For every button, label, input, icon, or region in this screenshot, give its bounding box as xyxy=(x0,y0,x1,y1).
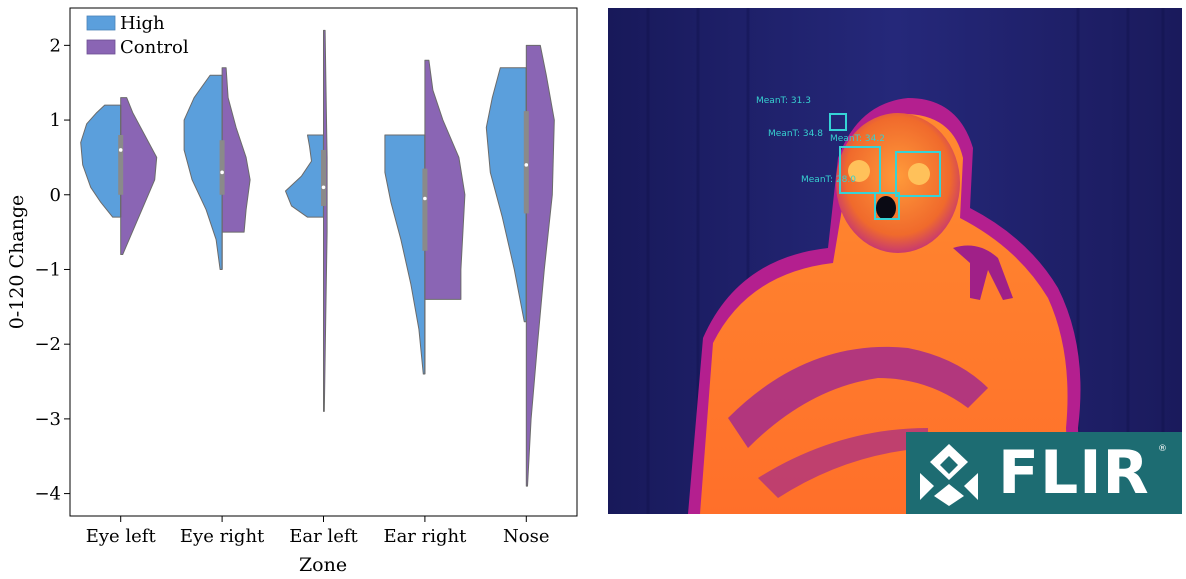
legend-label-control: Control xyxy=(120,37,189,58)
x-tick-label-1: Eye right xyxy=(180,526,265,547)
quartile-box-2 xyxy=(321,149,326,206)
median-dot-1 xyxy=(220,170,224,175)
quartile-box-4 xyxy=(523,111,529,214)
legend-swatch-high xyxy=(86,15,116,31)
x-axis-label: Zone xyxy=(299,554,347,576)
violin-high-2 xyxy=(285,134,324,218)
violin-control-4 xyxy=(525,44,555,487)
quartile-box-1 xyxy=(219,140,225,195)
violin-control-1 xyxy=(221,67,251,233)
flir-logo: FLIR ® xyxy=(906,432,1182,514)
y-tick-label-4: −2 xyxy=(34,334,61,355)
median-dot-3 xyxy=(423,196,427,201)
thermal-eye-left xyxy=(848,160,870,182)
median-dot-0 xyxy=(118,148,123,152)
legend-label-high: High xyxy=(120,13,165,34)
y-axis-label: 0-120 Change xyxy=(6,195,28,330)
y-tick-label-0: 2 xyxy=(50,35,61,56)
measurement-box-4 xyxy=(874,192,900,220)
y-tick-label-6: −4 xyxy=(34,484,61,505)
measurement-label-3: MeanT: 34.2 xyxy=(830,134,885,144)
thermal-nose xyxy=(876,196,896,220)
thermal-hand xyxy=(953,245,1013,300)
violin-high-4 xyxy=(485,67,527,323)
flir-logo-text: FLIR xyxy=(998,438,1150,508)
x-tick-label-2: Ear left xyxy=(289,526,358,547)
violin-control-3 xyxy=(424,59,466,300)
measurement-label-1: MeanT: 31.3 xyxy=(756,96,811,106)
y-tick-label-5: −3 xyxy=(34,409,61,430)
measurement-box-1 xyxy=(829,113,847,131)
violin-chart: 2 1 0 −1 −2 −3 −4 Eye left Eye right Ear left Ear… xyxy=(6,7,578,576)
legend-swatch-control xyxy=(86,39,116,55)
legend: High Control xyxy=(86,13,189,58)
violin-group xyxy=(80,29,555,487)
thermal-body xyxy=(700,114,1070,514)
thermal-eye-right xyxy=(908,163,930,185)
thermal-arm-shadow xyxy=(728,346,988,448)
y-tick-label-1: 1 xyxy=(50,110,61,131)
y-tick-label-3: −1 xyxy=(34,259,61,280)
thermal-image: MeanT: 31.3 MeanT: 34.8 MeanT: 34.2 Mean… xyxy=(608,8,1182,514)
violin-high-1 xyxy=(183,74,223,270)
violin-high-3 xyxy=(384,134,426,375)
y-axis: 2 1 0 −1 −2 −3 −4 xyxy=(34,35,70,505)
x-tick-label-0: Eye left xyxy=(86,526,157,547)
violin-control-0 xyxy=(120,97,158,256)
x-axis: Eye left Eye right Ear left Ear right Nose xyxy=(86,516,550,547)
y-tick-label-2: 0 xyxy=(50,185,61,206)
measurement-label-2: MeanT: 34.8 xyxy=(768,129,823,139)
median-dot-4 xyxy=(524,163,529,167)
flir-registered-mark: ® xyxy=(1158,444,1167,454)
flir-logo-mark xyxy=(920,444,978,506)
x-tick-label-3: Ear right xyxy=(383,526,467,547)
measurement-label-4: MeanT: 28.0 xyxy=(801,175,856,185)
thermal-arm-shadow-lower xyxy=(758,428,928,498)
quartile-box-3 xyxy=(422,168,428,251)
quartile-box-0 xyxy=(118,135,124,195)
violin-high-0 xyxy=(80,104,122,218)
x-tick-label-4: Nose xyxy=(503,526,549,547)
median-dot-2 xyxy=(321,185,326,190)
measurement-box-3 xyxy=(895,151,941,197)
thermal-head xyxy=(836,113,960,253)
violin-control-2 xyxy=(323,29,328,412)
measurement-box-2 xyxy=(839,146,881,194)
